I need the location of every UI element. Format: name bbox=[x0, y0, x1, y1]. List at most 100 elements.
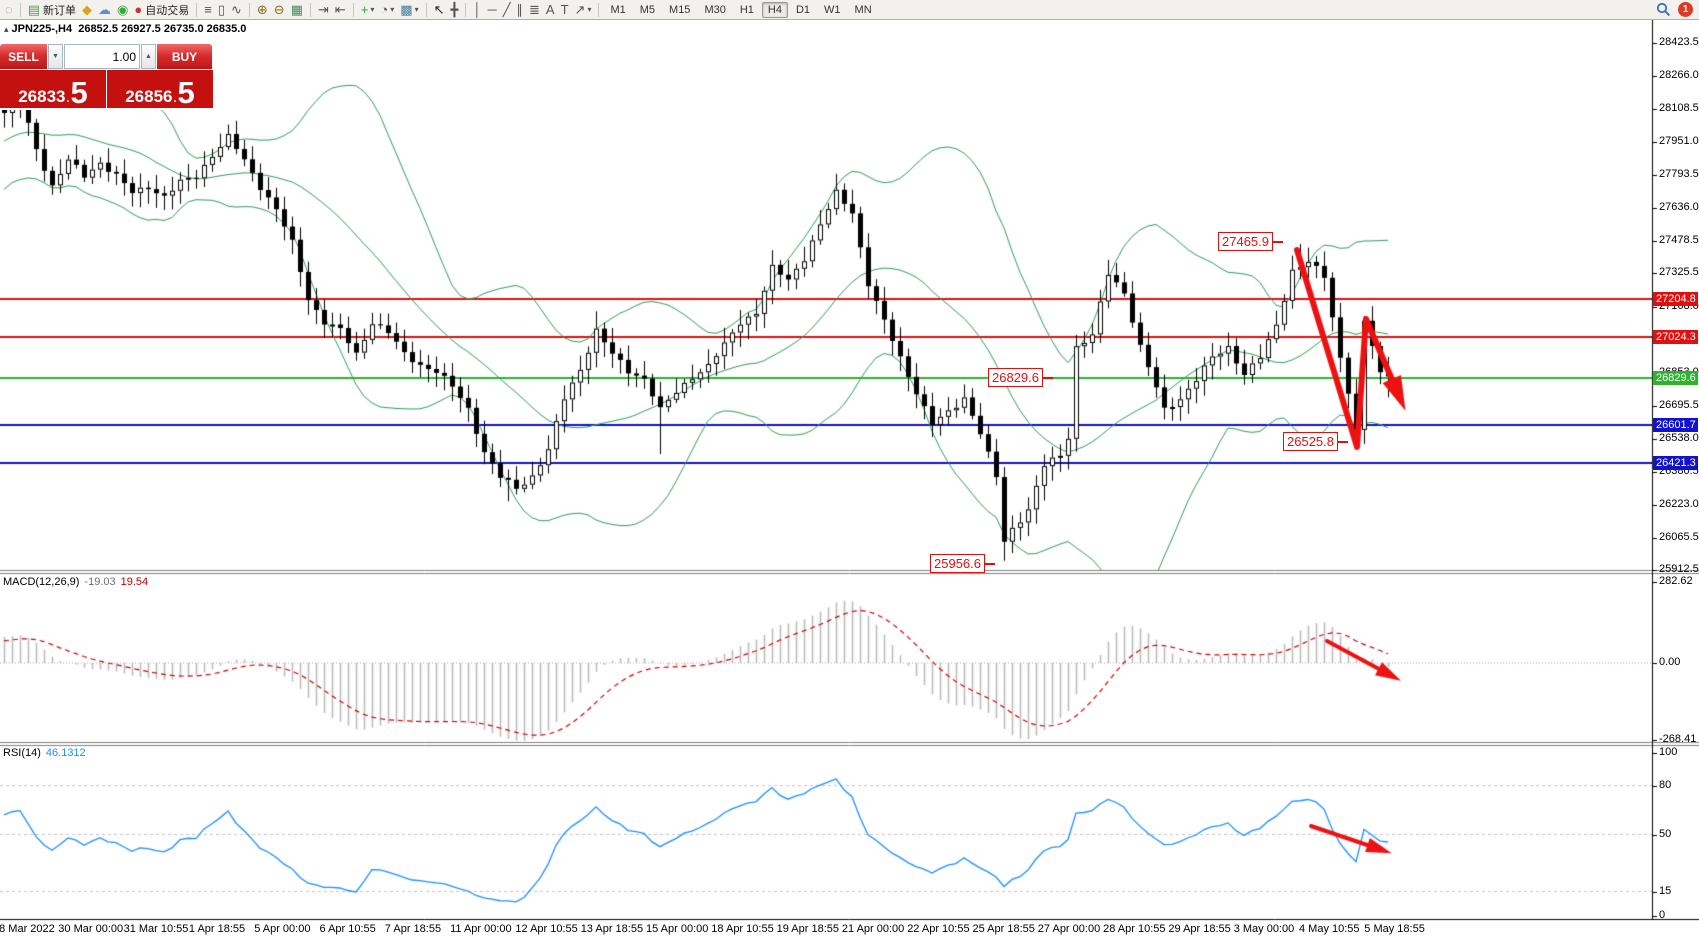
macd-axis-tick: -268.41 bbox=[1659, 732, 1697, 745]
time-axis-label: 25 Apr 18:55 bbox=[972, 923, 1035, 935]
rsi-axis-tick: 0 bbox=[1659, 909, 1666, 921]
new-order-button[interactable]: ▤ 新订单 bbox=[27, 1, 77, 17]
text-icon[interactable]: A bbox=[545, 1, 555, 17]
rsi-axis-tick: 50 bbox=[1659, 827, 1672, 840]
volume-decrease-button[interactable]: ▼ bbox=[48, 44, 63, 69]
macd-value: -19.03 bbox=[84, 576, 116, 588]
horizontal-line-icon[interactable]: ─ bbox=[487, 1, 497, 17]
timeframe-button-m15[interactable]: M15 bbox=[669, 3, 691, 16]
periods-icon[interactable]: ◔ ▾ bbox=[380, 1, 395, 17]
line-chart-icon[interactable]: ∿ bbox=[230, 1, 242, 17]
volume-increase-button[interactable]: ▲ bbox=[141, 44, 156, 69]
price-line-label: 26829.6 bbox=[1653, 370, 1698, 385]
buy-price-display[interactable]: 26856 . 5 bbox=[107, 70, 213, 108]
market-icon[interactable]: ◆ bbox=[82, 1, 93, 17]
tile-windows-icon[interactable]: ▦ bbox=[290, 1, 303, 17]
rsi-axis-tick: 80 bbox=[1659, 778, 1672, 791]
timeframe-button-h4[interactable]: H4 bbox=[761, 1, 788, 18]
search-icon[interactable] bbox=[1653, 1, 1674, 19]
channel-icon[interactable]: ∥ bbox=[516, 1, 524, 17]
timeframe-button-d1[interactable]: D1 bbox=[795, 3, 811, 16]
price-annotation[interactable]: 27465.9 bbox=[1218, 232, 1283, 251]
price-axis-tick: 27793.5 bbox=[1659, 168, 1699, 181]
text-label-icon[interactable]: T bbox=[560, 1, 569, 17]
time-axis-label: 27 Apr 00:00 bbox=[1037, 923, 1101, 935]
community-icon[interactable]: ☁ bbox=[98, 1, 112, 17]
time-axis-label: 7 Apr 18:55 bbox=[384, 923, 442, 935]
signals-icon[interactable]: ◉ bbox=[117, 1, 129, 17]
volume-input[interactable] bbox=[64, 44, 140, 69]
vertical-line-icon[interactable]: │ bbox=[473, 1, 482, 17]
timeframe-button-w1[interactable]: W1 bbox=[824, 3, 841, 16]
zoom-in-icon[interactable]: ⊕ bbox=[256, 1, 268, 17]
price-axis-tick: 25912.5 bbox=[1659, 563, 1699, 575]
rsi-axis-tick: 100 bbox=[1659, 746, 1678, 758]
annotation-connector bbox=[1043, 376, 1053, 379]
chart-shift-icon[interactable]: ⇤ bbox=[334, 1, 346, 17]
symbol-ohlc-values: 26852.5 26927.5 26735.0 26835.0 bbox=[78, 23, 247, 35]
toolbar-separator bbox=[248, 2, 250, 17]
time-axis-label: 11 Apr 00:00 bbox=[450, 923, 512, 935]
time-axis-label: 4 May 10:55 bbox=[1299, 923, 1360, 935]
time-axis-label: 30 Mar 00:00 bbox=[58, 923, 124, 935]
time-axis-label: 15 Apr 00:00 bbox=[646, 923, 709, 935]
time-axis-label: 6 Apr 10:55 bbox=[319, 923, 376, 935]
trendline-icon[interactable]: ╱ bbox=[502, 1, 511, 17]
time-axis-label: 1 Apr 18:55 bbox=[188, 923, 246, 935]
toolbar-separator bbox=[196, 2, 198, 17]
crosshair-icon[interactable]: ╋ bbox=[450, 1, 459, 17]
time-axis-label: 28 Apr 10:55 bbox=[1103, 923, 1166, 935]
rsi-value: 46.1312 bbox=[45, 747, 86, 759]
timeframe-button-m30[interactable]: M30 bbox=[704, 3, 726, 16]
candlestick-chart-icon[interactable]: ▯ bbox=[217, 1, 225, 17]
price-line-label: 27204.8 bbox=[1653, 291, 1698, 306]
toolbar-separator bbox=[425, 2, 427, 17]
time-axis-label: 29 Apr 18:55 bbox=[1168, 923, 1231, 935]
buy-price-main: 26856 bbox=[125, 87, 173, 106]
sell-price-display[interactable]: 26833 . 5 bbox=[0, 70, 106, 108]
price-annotation[interactable]: 26829.6 bbox=[988, 368, 1053, 387]
annotation-connector bbox=[1338, 440, 1348, 443]
timeframe-button-m5[interactable]: M5 bbox=[639, 3, 656, 16]
timeframe-button-m1[interactable]: M1 bbox=[610, 3, 626, 16]
notifications-icon[interactable]: 1 bbox=[1678, 2, 1693, 17]
price-axis-tick: 28108.5 bbox=[1659, 102, 1699, 115]
fibonacci-icon[interactable]: ≣ bbox=[529, 1, 540, 17]
price-axis-tick: 27636.0 bbox=[1659, 201, 1699, 214]
price-axis-tick: 28423.5 bbox=[1659, 36, 1699, 48]
price-line-label: 27024.3 bbox=[1653, 329, 1698, 344]
timeframe-button-mn[interactable]: MN bbox=[854, 3, 872, 16]
time-axis-label: 5 Apr 00:00 bbox=[254, 923, 311, 935]
clipped-magnifier-icon[interactable]: ◌ bbox=[5, 1, 13, 17]
symbol-name: JPN225-,H4 bbox=[11, 23, 73, 35]
toolbar-separator bbox=[352, 2, 354, 17]
buy-button[interactable]: BUY bbox=[157, 44, 212, 69]
price-axis-tick: 28266.0 bbox=[1659, 69, 1699, 82]
sell-button[interactable]: SELL bbox=[0, 44, 47, 69]
zoom-out-icon[interactable]: ⊖ bbox=[273, 1, 285, 17]
price-axis-tick: 26065.5 bbox=[1659, 530, 1699, 543]
templates-icon[interactable]: ▩ ▾ bbox=[400, 1, 419, 17]
price-axis-tick: 27951.0 bbox=[1659, 135, 1699, 148]
time-axis-label: 22 Apr 10:55 bbox=[907, 923, 970, 935]
time-axis-label: 28 Mar 2022 bbox=[0, 923, 55, 935]
price-annotation[interactable]: 25956.6 bbox=[930, 554, 995, 573]
price-axis-tick: 26695.5 bbox=[1659, 398, 1699, 411]
time-axis-label: 31 Mar 10:55 bbox=[123, 923, 189, 935]
shapes-icon[interactable]: ↗ ▾ bbox=[574, 1, 592, 17]
price-annotation[interactable]: 26525.8 bbox=[1283, 432, 1348, 451]
timeframe-button-h1[interactable]: H1 bbox=[739, 3, 754, 16]
macd-indicator-label: MACD(12,26,9) -19.03 19.54 bbox=[3, 576, 149, 588]
rsi-indicator-label: RSI(14) 46.1312 bbox=[3, 747, 86, 759]
bar-chart-icon[interactable]: ≡ bbox=[204, 1, 212, 17]
autotrading-button[interactable]: ● 自动交易 bbox=[134, 1, 190, 17]
macd-axis-tick: 282.62 bbox=[1659, 575, 1693, 587]
toolbar-separator bbox=[19, 2, 21, 17]
symbol-ohlc-line: ▴ JPN225-,H4 26852.5 26927.5 26735.0 2683… bbox=[4, 23, 246, 35]
auto-scroll-icon[interactable]: ⇥ bbox=[318, 1, 329, 17]
toolbar-separator bbox=[310, 2, 311, 17]
cursor-icon[interactable]: ↖ bbox=[433, 1, 445, 17]
indicators-icon[interactable]: + ▾ bbox=[360, 1, 375, 17]
time-axis-label: 3 May 00:00 bbox=[1233, 923, 1295, 935]
